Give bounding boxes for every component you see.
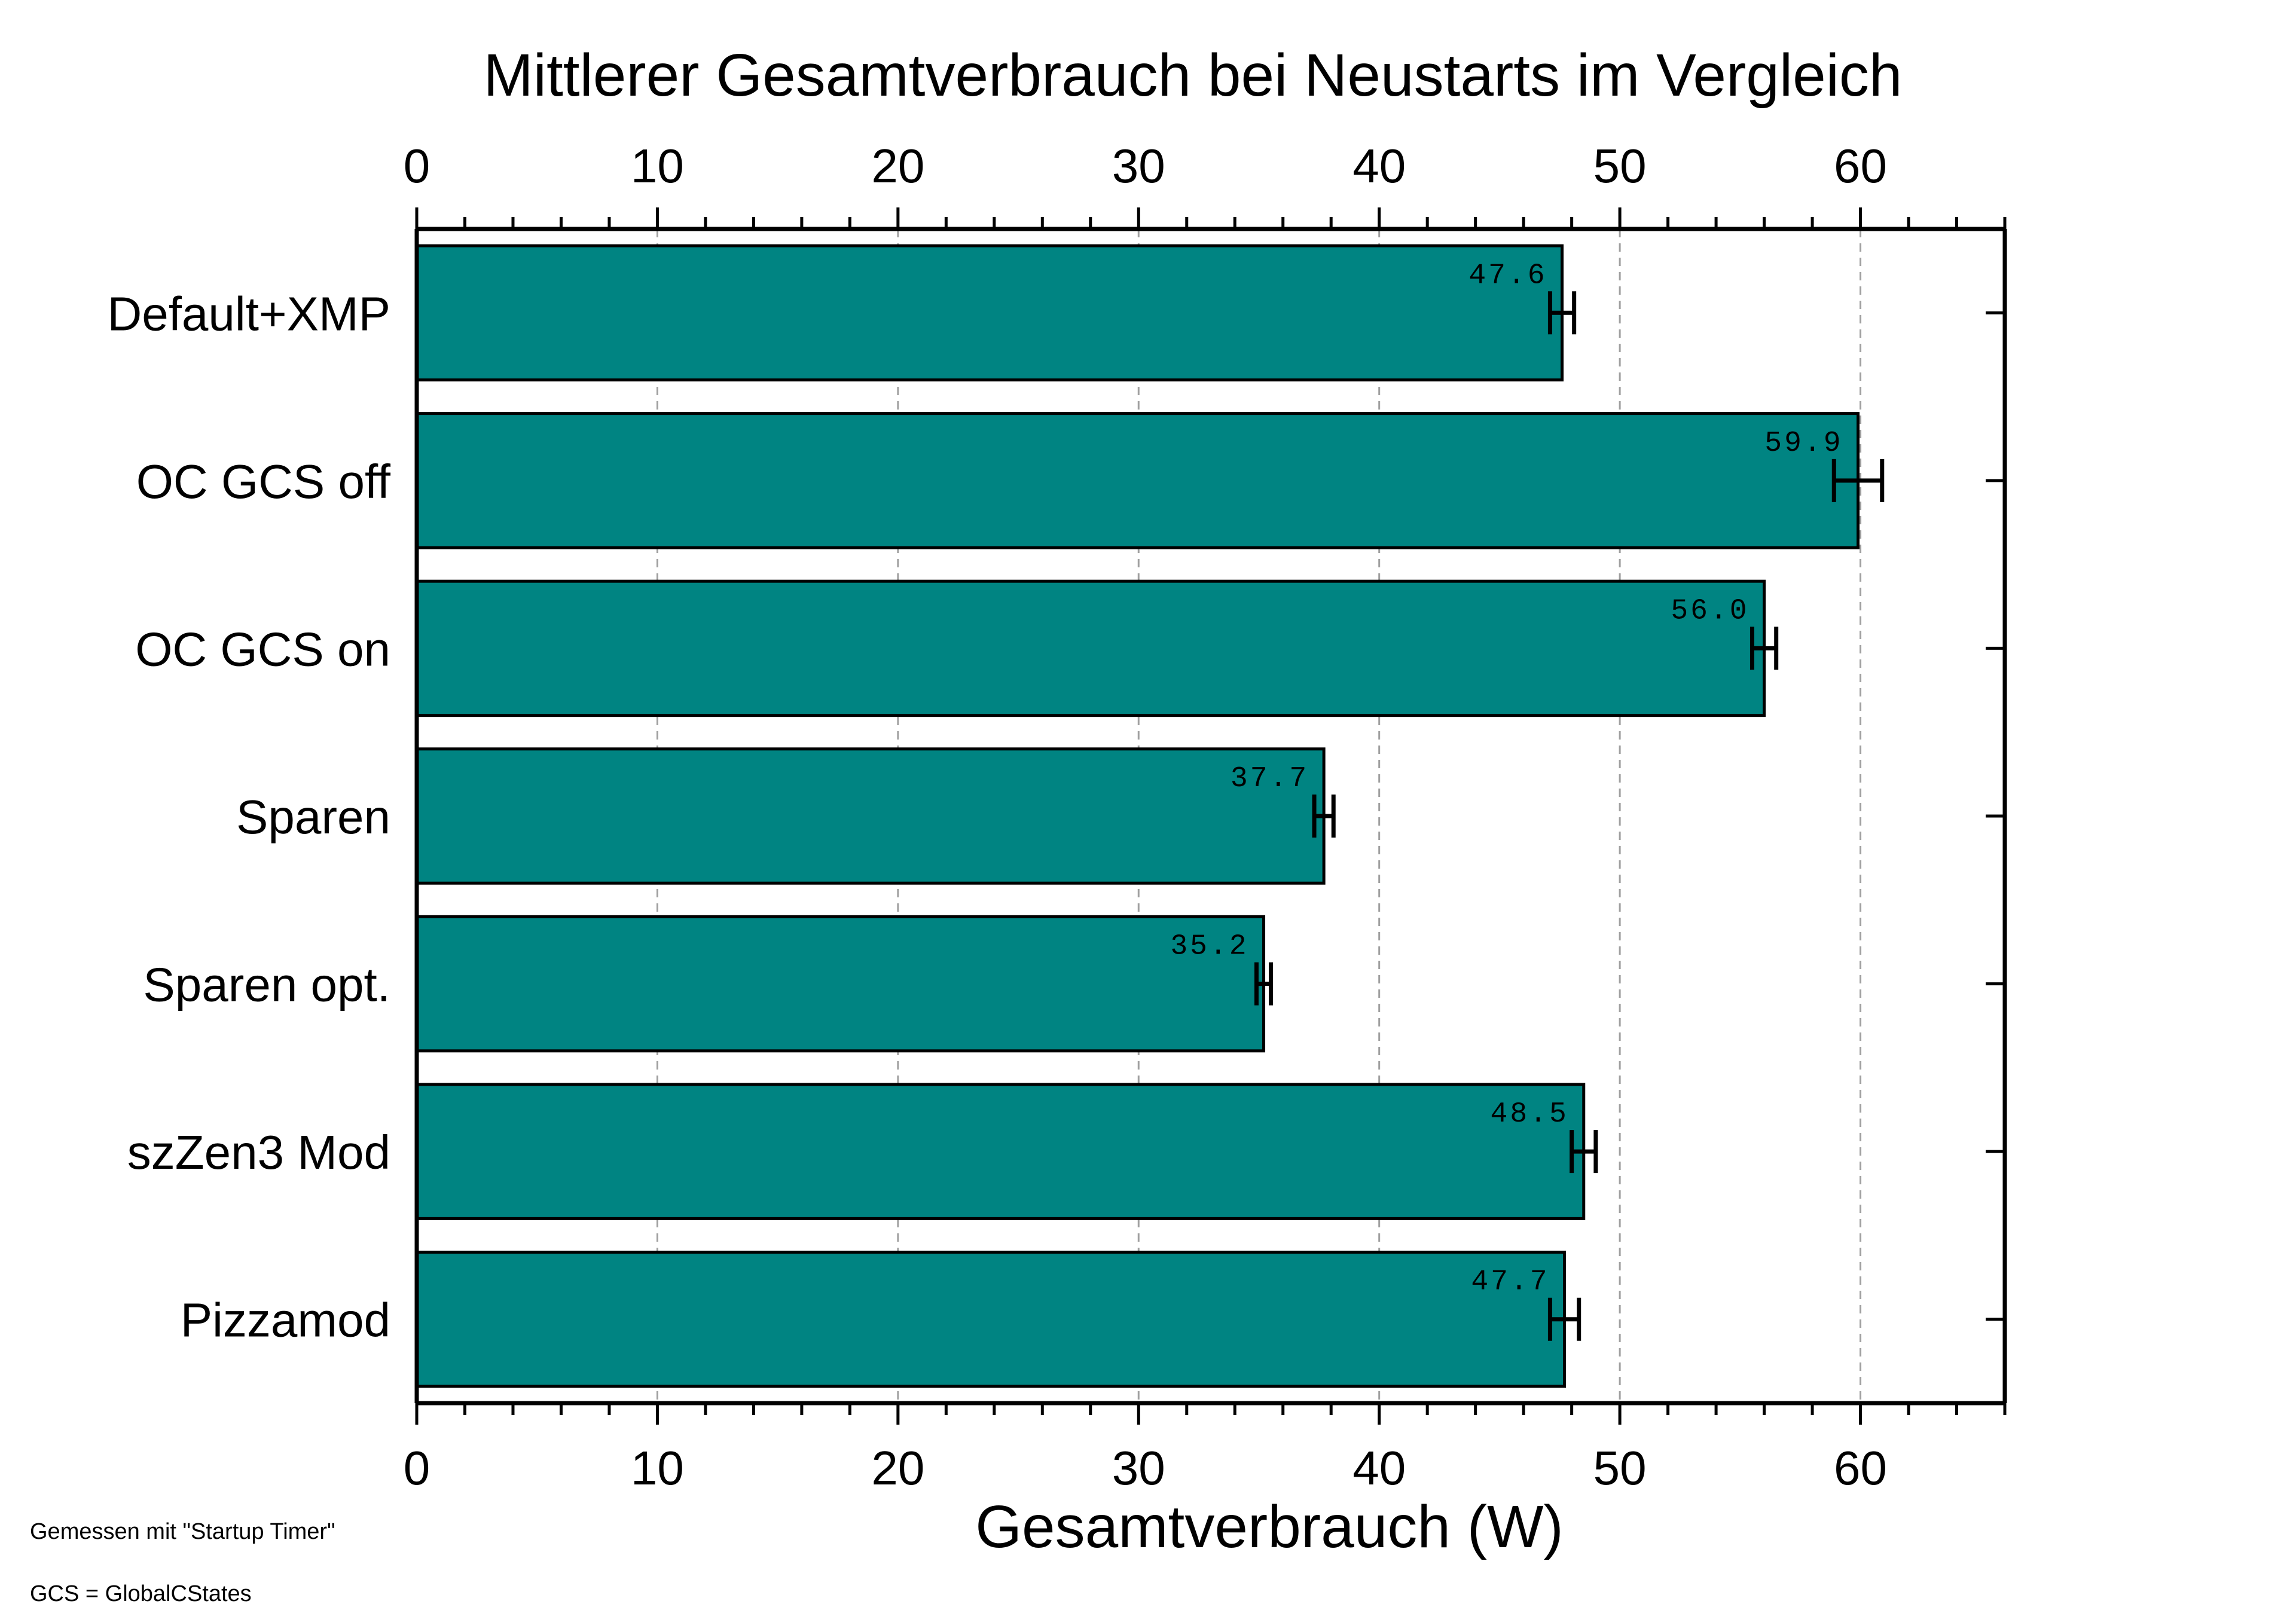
category-label-3: Sparen xyxy=(236,790,390,844)
bar-5 xyxy=(415,1083,1586,1220)
x-tick-label-top-20: 20 xyxy=(871,139,924,193)
chart-title: Mittlerer Gesamtverbrauch bei Neustarts … xyxy=(483,42,1902,109)
x-tick-label-bottom-30: 30 xyxy=(1112,1441,1165,1495)
bar-1 xyxy=(415,412,1860,549)
data-label-5: 48.5 xyxy=(1491,1098,1569,1131)
bars: 47.6 59.9 56.0 37.7 35.2 48.5 47.7 xyxy=(415,244,1885,1388)
x-tick-label-bottom-50: 50 xyxy=(1593,1441,1647,1495)
data-label-3: 37.7 xyxy=(1231,763,1309,795)
x-tick-label-bottom-0: 0 xyxy=(404,1441,430,1495)
data-label-0: 47.6 xyxy=(1468,259,1547,292)
category-label-0: Default+XMP xyxy=(107,287,390,340)
x-tick-label-bottom-40: 40 xyxy=(1352,1441,1406,1495)
axes: Default+XMP OC GCS off OC GCS on Sparen Spar… xyxy=(107,139,2007,1495)
x-tick-label-top-60: 60 xyxy=(1834,139,1887,193)
data-label-6: 47.7 xyxy=(1471,1266,1549,1299)
bar-3 xyxy=(415,747,1326,885)
x-tick-label-bottom-20: 20 xyxy=(871,1441,924,1495)
category-label-6: Pizzamod xyxy=(181,1294,390,1347)
bar-0 xyxy=(415,244,1564,382)
category-label-5: szZen3 Mod xyxy=(127,1126,390,1179)
x-tick-label-top-0: 0 xyxy=(404,139,430,193)
x-tick-label-top-50: 50 xyxy=(1593,139,1647,193)
x-tick-label-top-30: 30 xyxy=(1112,139,1165,193)
x-tick-label-top-40: 40 xyxy=(1352,139,1406,193)
bar-2 xyxy=(415,579,1766,717)
category-label-4: Sparen opt. xyxy=(143,958,390,1012)
category-label-1: OC GCS off xyxy=(136,455,391,508)
data-label-2: 56.0 xyxy=(1671,595,1749,627)
data-label-1: 59.9 xyxy=(1764,427,1843,460)
data-label-4: 35.2 xyxy=(1170,931,1248,963)
note-gcs-definition: GCS = GlobalCStates xyxy=(30,1581,252,1604)
note-measured-with: Gemessen mit "Startup Timer" xyxy=(30,1519,335,1544)
x-tick-label-top-10: 10 xyxy=(631,139,684,193)
bar-6 xyxy=(415,1250,1567,1388)
category-label-2: OC GCS on xyxy=(135,622,390,676)
x-axis-label: Gesamtverbrauch (W) xyxy=(975,1493,1564,1560)
x-tick-label-bottom-10: 10 xyxy=(631,1441,684,1495)
bar-4 xyxy=(415,915,1266,1053)
x-tick-label-bottom-60: 60 xyxy=(1834,1441,1887,1495)
